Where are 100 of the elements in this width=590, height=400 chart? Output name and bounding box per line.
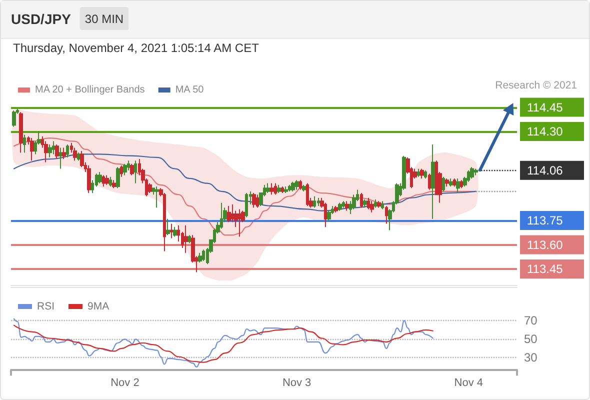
candlestick [306, 182, 309, 206]
candlestick [238, 208, 241, 238]
candlestick [123, 163, 127, 176]
candlestick [385, 205, 388, 224]
ref-line-label: 114.45 [527, 100, 564, 114]
candlestick [299, 180, 302, 190]
candlestick [274, 182, 277, 196]
candlestick [431, 144, 435, 220]
line-series [13, 318, 434, 368]
candlestick [130, 163, 134, 176]
candlestick [266, 182, 270, 194]
ref-line-label: 113.45 [527, 262, 564, 276]
candlestick [288, 184, 291, 192]
candlestick [377, 200, 381, 208]
candlestick [245, 192, 248, 218]
candlestick [367, 197, 370, 210]
candlestick [453, 178, 456, 188]
candlestick [338, 202, 342, 212]
candlestick [127, 160, 130, 171]
candlestick [460, 180, 463, 189]
candlestick [302, 184, 306, 192]
candlestick [445, 178, 449, 188]
candlestick [105, 174, 109, 186]
candlestick [277, 184, 281, 194]
candlestick [184, 224, 188, 254]
candlestick [424, 170, 427, 179]
candlestick [313, 196, 316, 208]
candlestick [202, 249, 205, 262]
candlestick [352, 194, 356, 210]
candlestick [449, 178, 453, 188]
candlestick [173, 226, 177, 238]
candlestick [327, 210, 331, 222]
candlestick [12, 110, 16, 128]
candlestick [324, 202, 327, 228]
x-tick-label: Nov 4 [454, 377, 484, 390]
candlestick [30, 138, 34, 162]
candlestick [270, 182, 274, 196]
candlestick [252, 192, 256, 208]
candlestick [220, 202, 223, 230]
candlestick [420, 168, 424, 179]
candlestick [73, 147, 77, 162]
candlestick [456, 178, 460, 194]
candlestick [188, 234, 191, 244]
candlestick [116, 166, 120, 189]
candlestick [227, 205, 231, 223]
candlestick [317, 197, 320, 206]
candlestick [474, 168, 478, 176]
chart-title: USD/JPY [11, 11, 72, 27]
y-tick-label: 70 [524, 314, 538, 328]
text: Thursday, November 4, 2021 1:05:14 AM CET [13, 41, 260, 55]
candlestick [374, 198, 377, 208]
candlestick [363, 198, 367, 208]
ref-line-label: 113.75 [527, 214, 564, 228]
candlestick [48, 144, 52, 158]
candlestick [52, 140, 55, 155]
candlestick [102, 174, 105, 188]
candlestick [170, 223, 173, 239]
candlestick [334, 205, 338, 213]
candlestick [342, 200, 345, 208]
candlestick [428, 173, 431, 190]
candlestick [166, 218, 170, 236]
candlestick [120, 165, 123, 178]
ref-line-label: 114.06 [527, 163, 564, 178]
candlestick [87, 165, 91, 194]
candlestick [148, 182, 152, 194]
candlestick [23, 134, 26, 154]
text: Research © 2021 [495, 80, 578, 92]
chart-subtitle: 30 MIN [84, 12, 124, 26]
candlestick [345, 200, 349, 212]
ref-line-label: 113.60 [527, 238, 564, 252]
candlestick [295, 180, 299, 190]
candlestick [62, 147, 66, 160]
candlestick [109, 176, 112, 188]
ref-line-label: 114.30 [527, 124, 564, 139]
y-tick-label: 50 [524, 332, 538, 346]
x-tick-label: Nov 2 [110, 377, 140, 390]
candlestick [80, 150, 84, 168]
candlestick [284, 186, 288, 194]
candlestick [77, 152, 80, 162]
candlestick [360, 192, 363, 208]
legend-label: RSI [37, 300, 55, 312]
candlestick [98, 171, 102, 184]
candlestick [231, 204, 234, 223]
candlestick [281, 186, 284, 194]
legend-label: MA 50 [175, 84, 204, 96]
candlestick [417, 168, 420, 178]
x-tick-label: Nov 3 [282, 377, 312, 390]
candlestick [467, 170, 470, 182]
candlestick [19, 112, 23, 154]
candlestick [44, 140, 48, 163]
candlestick [256, 194, 259, 208]
candlestick [134, 160, 137, 184]
y-tick-label: 30 [524, 350, 538, 365]
candlestick [370, 200, 374, 213]
candlestick [66, 144, 69, 158]
candlestick [291, 181, 295, 192]
line-series [13, 324, 434, 363]
candlestick [470, 166, 474, 179]
legend-label: 9MA [88, 300, 110, 312]
candlestick [155, 186, 159, 208]
